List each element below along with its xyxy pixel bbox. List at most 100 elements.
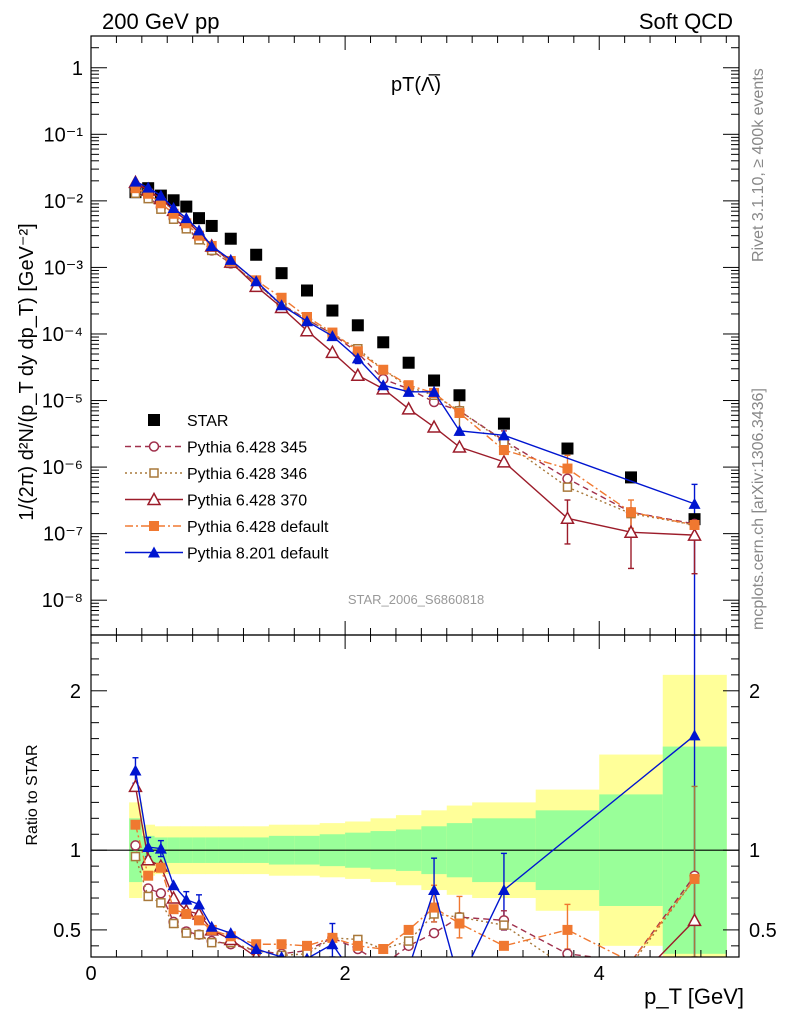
header-left: 200 GeV pp [102, 9, 219, 34]
data-point [194, 230, 204, 241]
data-point [453, 424, 466, 436]
y-tick-label: 10⁻¹ [44, 124, 84, 146]
data-point [428, 884, 441, 896]
data-point [326, 938, 339, 950]
data-point [155, 862, 166, 873]
data-point [628, 956, 634, 957]
data-point [301, 964, 313, 975]
ratio-y-tick-label-right: 2 [749, 681, 760, 703]
data-point [377, 972, 389, 983]
legend-label: Pythia 6.428 345 [187, 440, 307, 457]
data-point [180, 212, 193, 224]
data-point [689, 519, 700, 530]
data-point [626, 956, 636, 957]
data-point [498, 940, 509, 951]
data-point [428, 927, 440, 939]
data-point [403, 924, 414, 935]
data-point [302, 940, 312, 951]
data-point [497, 884, 510, 896]
ratio-y-tick-label: 0.5 [53, 920, 81, 942]
legend-label: Pythia 6.428 370 [187, 493, 307, 510]
data-point [130, 819, 141, 830]
data-point [205, 219, 218, 232]
x-tick-label: 2 [340, 963, 351, 985]
data-point [454, 407, 465, 418]
ratio-ylabel: Ratio to STAR [24, 744, 41, 845]
data-point [250, 275, 263, 287]
ratio-series-pythia-6-428-default [130, 819, 700, 957]
legend-label: Pythia 6.428 default [187, 519, 329, 536]
legend-label: STAR [187, 413, 228, 430]
data-point [299, 323, 315, 337]
data-point [155, 198, 166, 209]
y-tick-label: 10⁻⁴ [42, 324, 83, 346]
data-point [498, 961, 510, 972]
data-point [562, 473, 573, 484]
main-ylabel: 1/(2π) d²N/(p_T dy dp_T) [GeV⁻²] [16, 223, 38, 520]
data-point [429, 902, 440, 913]
data-point [352, 975, 364, 986]
ratio-y-tick-label-right: 1 [749, 840, 760, 862]
data-point [426, 419, 442, 433]
data-point [167, 879, 180, 891]
data-point [326, 304, 339, 317]
data-point [562, 948, 573, 957]
data-point [402, 385, 415, 397]
main-series-pythia-8-201-default [129, 175, 701, 509]
data-point [496, 454, 512, 468]
data-point [167, 202, 180, 214]
data-point [181, 928, 192, 938]
data-point [143, 891, 153, 902]
data-point [627, 961, 635, 969]
data-point [142, 181, 155, 193]
data-point [155, 887, 167, 899]
data-point [156, 898, 166, 908]
data-point [403, 972, 415, 983]
y-tick-label: 1 [72, 58, 83, 80]
data-point [351, 352, 364, 364]
data-point [498, 445, 509, 456]
legend-marker [148, 414, 160, 426]
x-tick-label: 4 [594, 963, 605, 985]
main-title: pT(Λ̅) [391, 73, 441, 96]
y-tick-label: 10⁻³ [44, 257, 84, 279]
data-point [497, 429, 510, 441]
data-point [428, 374, 441, 387]
y-tick-label: 10⁻⁸ [42, 590, 83, 612]
legend-marker [149, 521, 159, 531]
data-point [687, 527, 702, 541]
data-point [379, 960, 388, 969]
data-point [276, 292, 287, 303]
y-tick-label: 10⁻⁷ [43, 524, 83, 546]
ratio-y-tick-label-right: 0.5 [749, 920, 777, 942]
ratio-y-tick-label: 1 [70, 840, 81, 862]
data-point [688, 729, 701, 741]
data-point [454, 918, 465, 929]
data-point [562, 463, 573, 474]
data-point [563, 964, 571, 972]
data-point [194, 915, 204, 926]
data-point [403, 936, 414, 946]
data-point [129, 175, 142, 187]
data-point [278, 951, 285, 957]
data-point [352, 940, 363, 951]
data-point [168, 904, 179, 915]
data-point [130, 183, 141, 194]
data-point [453, 977, 465, 988]
data-point [351, 319, 364, 332]
watermark: STAR_2006_S6860818 [348, 592, 484, 607]
legend-marker [148, 441, 160, 452]
legend-item: Pythia 8.201 default [125, 546, 329, 563]
data-point [402, 356, 415, 369]
side-label-top: Rivet 3.1.10, ≥ 400k events [750, 68, 767, 262]
data-point [561, 989, 573, 1000]
data-point [205, 920, 218, 932]
data-point [499, 920, 509, 930]
data-point [562, 482, 573, 492]
data-point [168, 208, 179, 219]
y-tick-label: 10⁻⁵ [42, 391, 83, 413]
data-point [205, 239, 218, 251]
data-point [180, 200, 193, 213]
data-point [301, 284, 313, 297]
data-point [352, 346, 363, 357]
